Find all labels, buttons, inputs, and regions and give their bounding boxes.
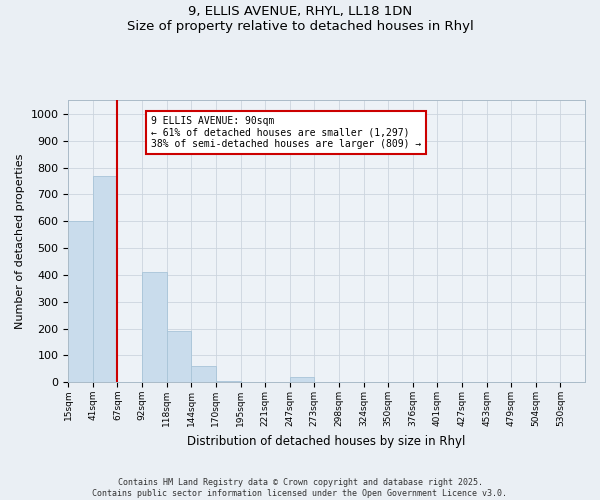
- Bar: [191, 366, 216, 382]
- Text: 9, ELLIS AVENUE, RHYL, LL18 1DN
Size of property relative to detached houses in : 9, ELLIS AVENUE, RHYL, LL18 1DN Size of …: [127, 5, 473, 33]
- Bar: [167, 331, 191, 382]
- X-axis label: Distribution of detached houses by size in Rhyl: Distribution of detached houses by size …: [187, 434, 466, 448]
- Bar: [290, 377, 314, 382]
- Text: Contains HM Land Registry data © Crown copyright and database right 2025.
Contai: Contains HM Land Registry data © Crown c…: [92, 478, 508, 498]
- Bar: [93, 176, 118, 382]
- Bar: [216, 381, 241, 382]
- Bar: [142, 272, 167, 382]
- Bar: [68, 221, 93, 382]
- Text: 9 ELLIS AVENUE: 90sqm
← 61% of detached houses are smaller (1,297)
38% of semi-d: 9 ELLIS AVENUE: 90sqm ← 61% of detached …: [151, 116, 421, 149]
- Y-axis label: Number of detached properties: Number of detached properties: [15, 154, 25, 329]
